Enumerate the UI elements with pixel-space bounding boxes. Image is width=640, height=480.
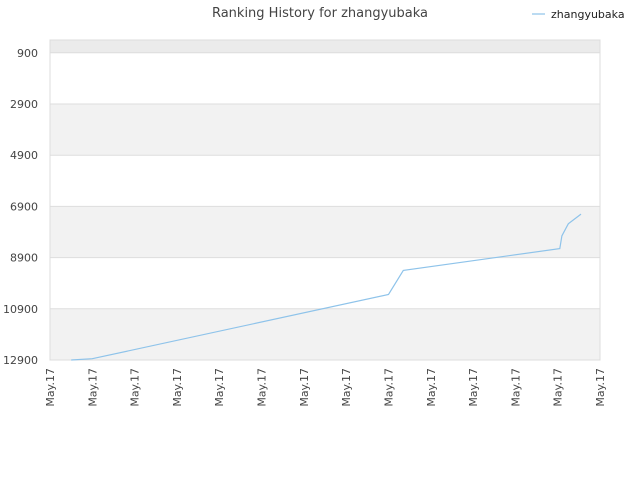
series-layer	[71, 213, 582, 361]
x-tick-label: May.17	[467, 368, 480, 407]
x-tick-label: May.17	[256, 368, 269, 407]
legend: zhangyubaka	[532, 8, 625, 21]
x-axis: May.17 May.17 May.17 May.17 May.17 May.17 May.…	[44, 368, 607, 407]
x-tick-label: May.17	[594, 368, 607, 407]
x-tick-label: May.17	[298, 368, 311, 407]
x-tick-label: May.17	[129, 368, 142, 407]
y-axis: 900 2900 4900 6900 8900 10900 12900	[3, 47, 38, 367]
plot-band	[50, 104, 600, 156]
x-tick-label: May.17	[382, 368, 395, 407]
plot-band	[50, 308, 600, 360]
x-tick-label: May.17	[340, 368, 353, 407]
x-tick-label: May.17	[213, 368, 226, 407]
series-line-zhangyubaka	[71, 213, 582, 361]
x-tick-label: May.17	[509, 368, 522, 407]
y-tick-label: 8900	[10, 252, 38, 265]
y-tick-label: 10900	[3, 303, 38, 316]
x-tick-label: May.17	[44, 368, 57, 407]
y-tick-label: 6900	[10, 200, 38, 213]
x-tick-label: May.17	[86, 368, 99, 407]
x-tick-label: May.17	[425, 368, 438, 407]
y-tick-label: 900	[17, 47, 38, 60]
chart-title: Ranking History for zhangyubaka	[212, 6, 428, 21]
x-tick-label: May.17	[552, 368, 565, 407]
y-tick-label: 12900	[3, 354, 38, 367]
y-tick-label: 2900	[10, 98, 38, 111]
plot-band	[50, 40, 600, 53]
legend-label: zhangyubaka	[551, 8, 625, 21]
plot-band	[50, 206, 600, 258]
plot-border	[49, 39, 601, 361]
x-tick-label: May.17	[171, 368, 184, 407]
y-tick-label: 4900	[10, 149, 38, 162]
plot-bands	[50, 40, 600, 360]
